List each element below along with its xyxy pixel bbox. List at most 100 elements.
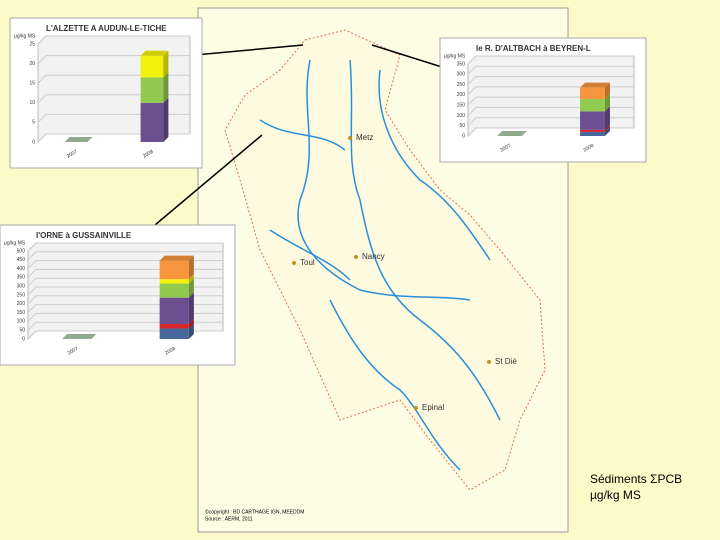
x-tick-label: 2007 [67,346,80,357]
grid-line [27,260,37,269]
chart: l'ORNE à GUSSAINVILLE µg/kg MS 0 50 100 150 20… [0,224,236,366]
bar-top [580,82,610,88]
y-tick-label: 350 [17,275,26,281]
x-tick-label: 2008 [142,149,155,160]
y-tick-label: 200 [457,92,466,98]
city-label: Epinal [422,403,444,412]
grid-line [27,313,37,322]
bar-side [188,319,194,329]
bar-top [497,131,527,136]
city-dot [414,406,418,410]
river [297,59,471,301]
chart: le R. D'ALTBACH à BEYREN-L µg/kg MS 0 50 100… [439,37,647,163]
grid-line [467,107,477,116]
grid-line [37,74,47,84]
bar-side [188,274,194,284]
bar-segment [140,102,164,142]
legend-title: Sédiments ΣPCB [590,472,682,486]
y-tick-label: 450 [17,257,26,263]
credit: Source : AERM, 2011 [205,516,253,522]
bar-segment [159,279,189,284]
grid-line [27,242,37,252]
grid-line [37,35,47,45]
grid-line [27,304,37,313]
arrow [154,134,263,226]
chart-title: le R. D'ALTBACH à BEYREN-L [476,44,591,53]
bar-side [604,93,610,112]
bar-side [163,97,169,142]
y-axis-label: µg/kg MS [444,53,466,59]
y-tick-label: 350 [457,61,466,67]
bar-side [604,106,610,130]
bar-side [188,292,194,325]
y-tick-label: 50 [19,328,25,334]
y-tick-label: 150 [17,310,26,316]
bar-top [140,50,169,56]
x-tick-label: 2007 [66,149,79,160]
city-label: Nancy [362,252,385,261]
y-tick-label: 300 [457,72,466,78]
bar-side [163,72,169,103]
river [329,299,461,471]
city-dot [487,360,491,364]
bar-side [604,124,610,132]
grid-line [27,321,37,331]
city-dot [348,136,352,140]
credit: ©copyright : BD CARTHAGE IGN, MEEDDM [205,508,304,515]
bar-segment [580,111,605,130]
y-tick-label: 500 [17,248,26,254]
bar-segment [159,283,189,298]
x-tick-label: 2008 [164,346,177,357]
city-dot [354,255,358,259]
river [378,69,491,261]
grid-line [467,86,477,96]
chart-title: L'ALZETTE A AUDUN-LE-TICHE [46,24,167,33]
y-tick-label: 0 [32,139,35,145]
y-tick-label: 150 [457,102,466,108]
y-tick-label: 50 [459,123,465,129]
bar-side [604,126,610,136]
grid-line [467,117,477,127]
bar-segment [580,98,605,112]
bar-top [64,137,93,142]
y-tick-label: 100 [17,319,26,325]
grid-line [467,96,477,106]
grid-line [467,65,477,75]
y-axis-label: µg/kg MS [4,240,26,246]
y-tick-label: 100 [457,113,466,119]
y-tick-label: 0 [22,336,25,342]
river [259,119,346,151]
bar-side [188,278,194,298]
y-tick-label: 250 [17,292,26,298]
arrow [194,44,304,56]
city-label: Metz [356,133,373,142]
bar-top [159,255,194,261]
grid-line [37,133,47,143]
y-axis-label: µg/kg MS [14,33,36,39]
bar-segment [140,55,164,78]
arrows [154,44,446,226]
y-tick-label: 5 [32,120,35,126]
y-tick-label: 25 [29,41,35,47]
city-dot [292,261,296,265]
basin-outline [224,29,546,491]
river [269,229,351,281]
grid-line [27,251,37,261]
bar-segment [580,129,605,132]
y-tick-label: 10 [29,100,35,106]
city-label: St Dié [495,357,517,366]
bar-side [188,255,194,280]
x-tick-label: 2008 [582,143,595,154]
grid-line [467,127,477,137]
bar-segment [159,324,189,329]
x-tick-label: 2007 [499,143,512,154]
grid-line [27,330,37,340]
grid-line [467,76,477,85]
bar-segment [580,87,605,99]
bar-segment [580,131,605,136]
chart-title: l'ORNE à GUSSAINVILLE [36,231,132,240]
grid-line [37,55,47,64]
grid-line [27,269,37,278]
